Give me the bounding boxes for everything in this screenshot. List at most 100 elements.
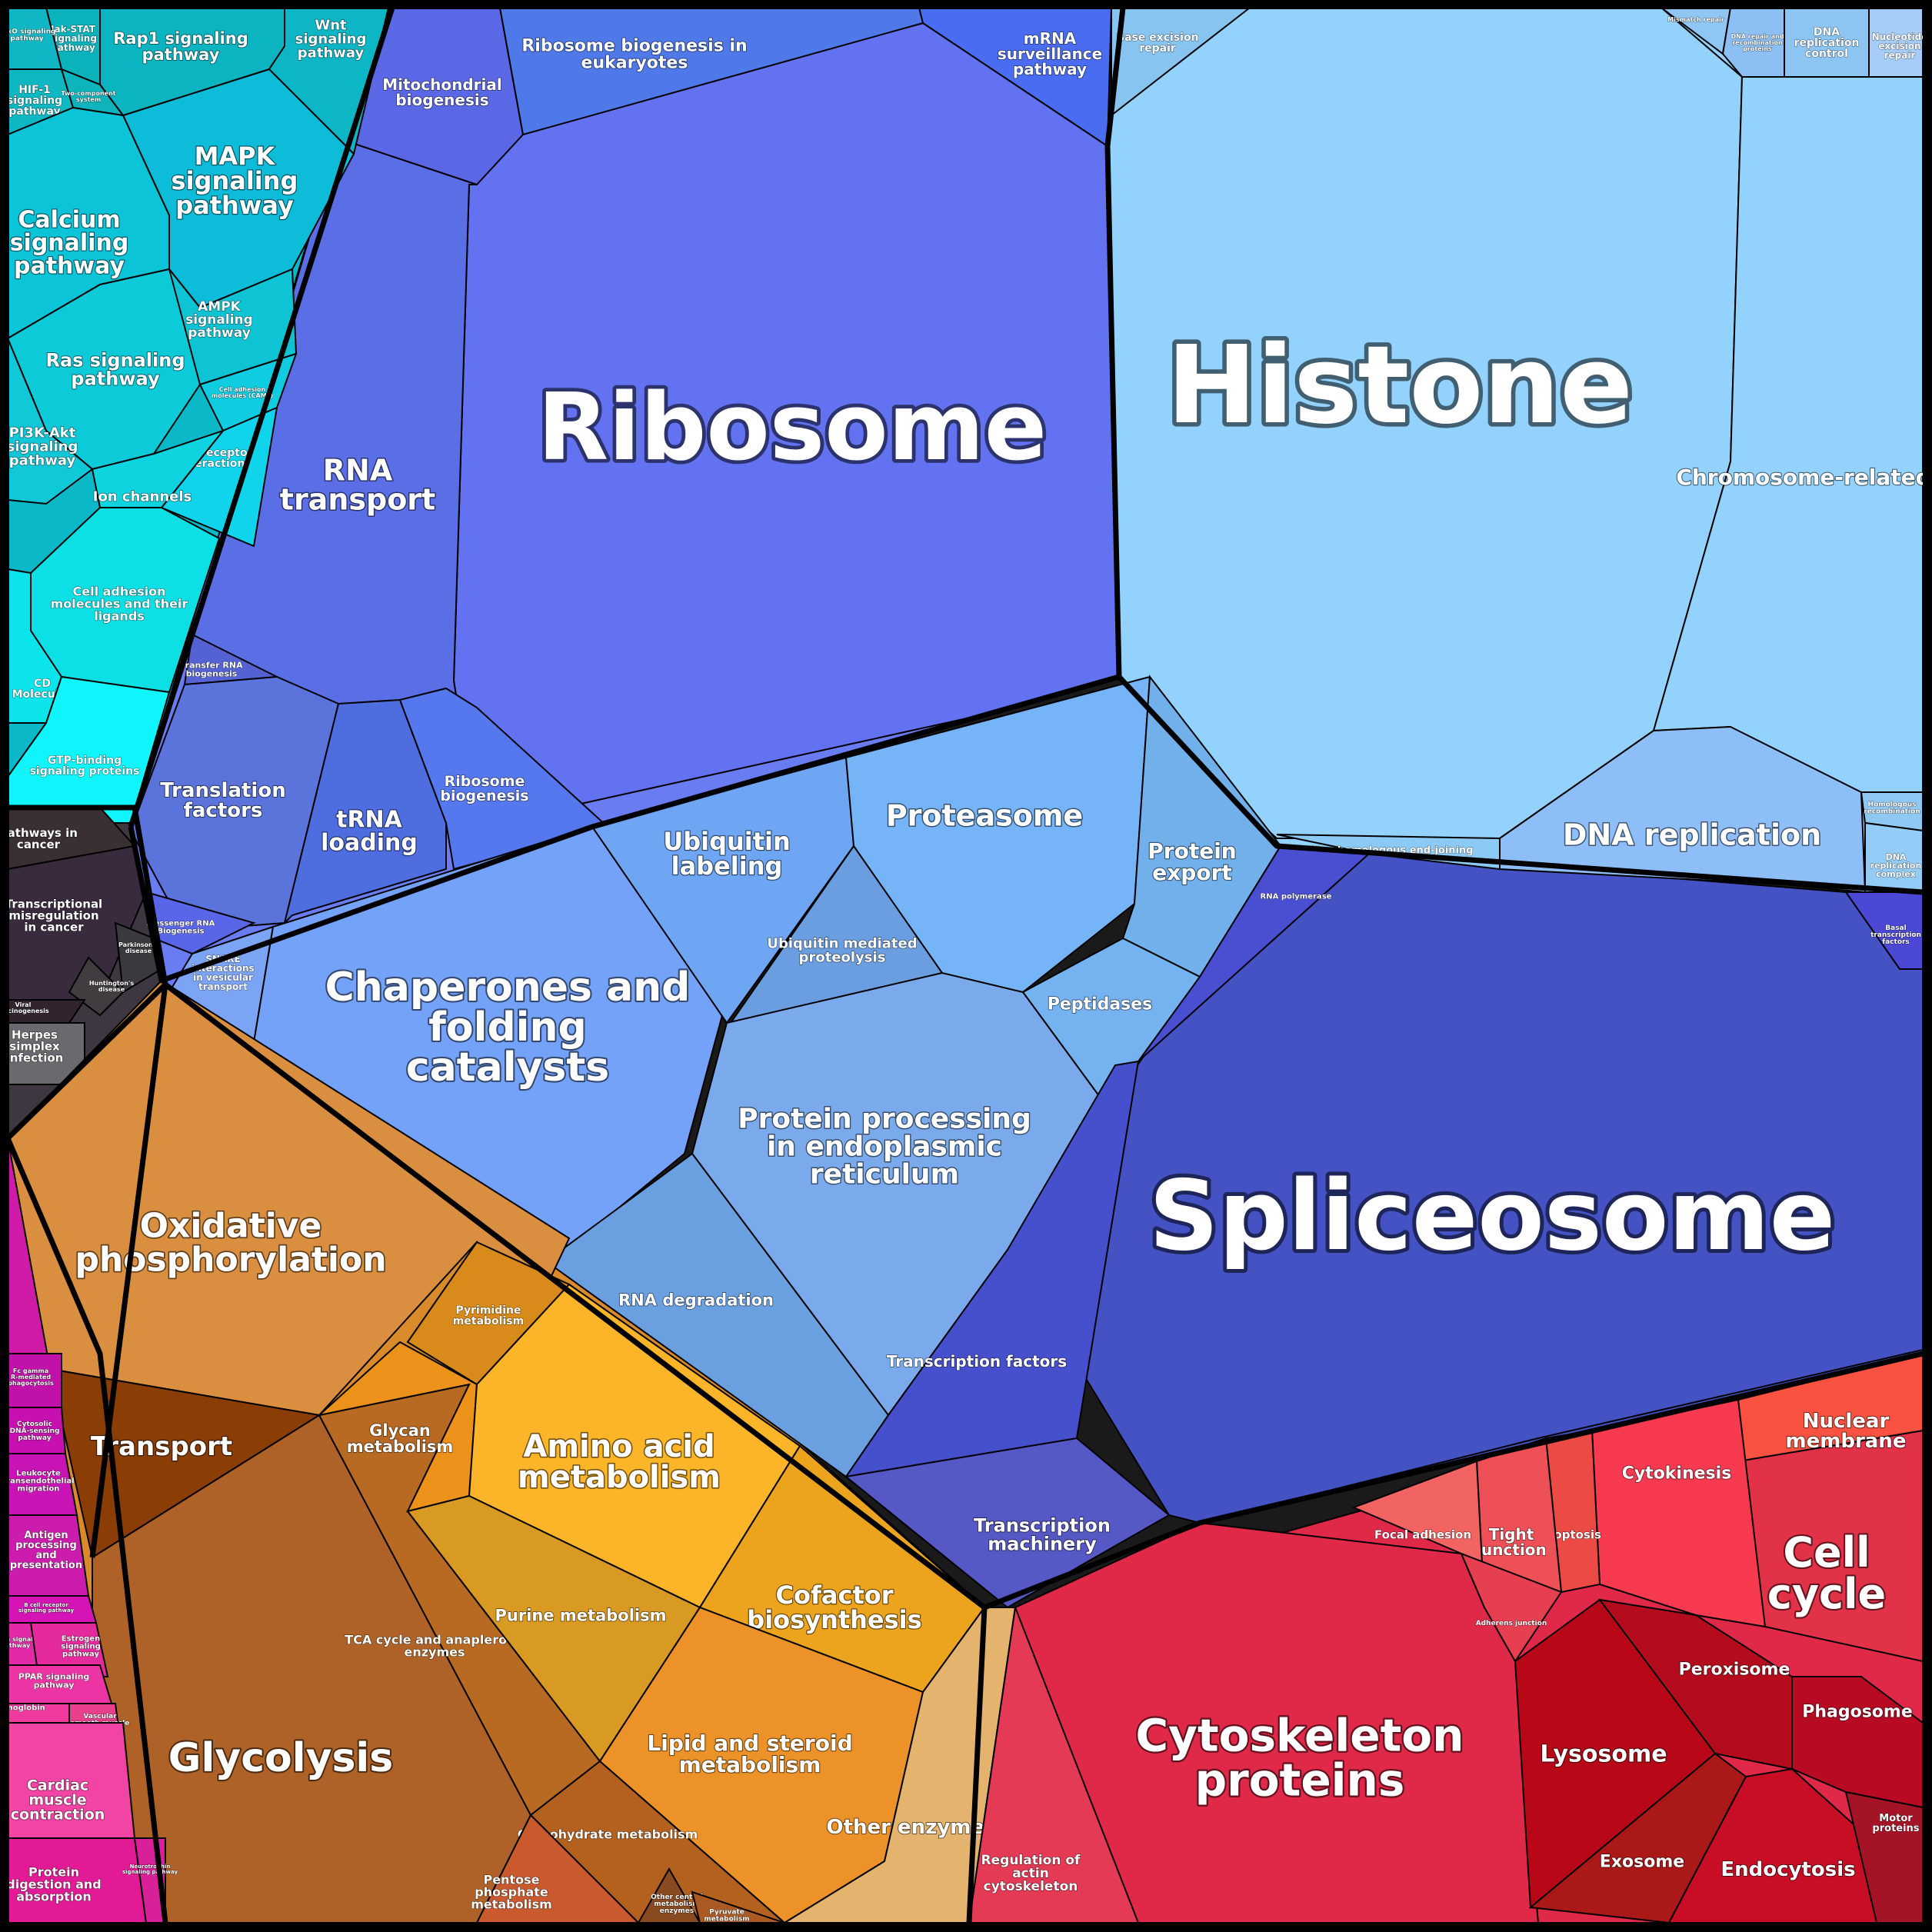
cell-rap1[interactable]: Rap1 signaling pathway [99,7,285,117]
cell-label-gtp-binding: GTP-binding signaling proteins [30,754,140,778]
cell-label-homologous-recombination: Homologous recombination [1864,801,1920,816]
cell-label-adherens-junction: Adherens junction [1476,1620,1547,1627]
cell-rna-degradation[interactable]: RNA degradation [545,1152,890,1478]
cell-pi3k[interactable]: PI3K-Akt signaling pathway [6,338,94,505]
cell-nucleotide-excision[interactable]: Nucleotide excision repair [1868,7,1928,78]
cell-label-ribosome: Ribosome [538,375,1047,481]
cell-ubiquitin-proteolysis[interactable]: Ubiquitin mediated proteolysis [728,844,944,1024]
cell-foxo[interactable]: FoxO signaling pathway [0,7,63,70]
cell-ion-channels[interactable]: Ion channels [91,428,225,508]
cell-parkinsons[interactable]: Parkinson's disease [114,921,163,994]
cell-amino-acid[interactable]: Amino acid metabolism [468,1283,801,1609]
cell-shape-transcription-machinery[interactable] [844,1437,1171,1609]
cell-label-leukocyte-migration: Leukocyte transendothelial migration [2,1470,74,1494]
cell-ampk[interactable]: AMPK signaling pathway [168,268,298,386]
cell-nuclear-membrane[interactable]: Nuclear membrane [1737,1352,1924,1463]
cell-lysosome[interactable]: Lysosome [1514,1598,1717,1910]
cell-dna-replication-complex[interactable]: DNA replication complex [1864,821,1924,893]
cell-phagosome[interactable]: Phagosome [1791,1676,1924,1809]
cell-label-mismatch-repair: Mismatch repair [1667,16,1724,23]
cell-estrogen[interactable]: Estrogen signaling pathway [29,1622,109,1677]
cell-homologous-recombination[interactable]: Homologous recombination [1860,791,1924,832]
cell-label-nuclear-membrane: Nuclear membrane [1786,1410,1907,1453]
cell-b-cell-receptor[interactable]: B cell receptor signaling pathway [7,1595,98,1624]
cell-label-pyrimidine: Pyrimidine metabolism [453,1304,524,1327]
cell-cofactor[interactable]: Cofactor biosynthesis [698,1444,986,1694]
cell-protein-export[interactable]: Protein export [1121,675,1282,978]
cell-label-chromosome-related: Chromosome-related [1676,465,1930,490]
cell-rna-transport[interactable]: RNA transport [191,137,478,828]
cell-other-enzymes[interactable]: Other enzymes [781,1607,1017,1924]
cell-label-ubiquitin-labeling: Ubiquitin labeling [663,827,791,881]
cell-cytosolic-dna[interactable]: Cytosolic DNA-sensing pathway [7,1407,67,1454]
cell-pyruvate[interactable]: Pyruvate metabolism [691,1890,785,1924]
cell-chromosome-related[interactable]: Chromosome-related [1652,76,1932,809]
cell-spliceosome[interactable]: Spliceosome [1006,852,1924,1524]
cell-fc-gamma[interactable]: Fc gamma R-mediated phagocytosis [7,1353,62,1408]
category-border [5,1137,168,1924]
cell-peroxisome[interactable]: Peroxisome [1597,1598,1793,1770]
cell-label-rna-degradation: RNA degradation [618,1291,774,1309]
cell-purine[interactable]: Purine metabolism [406,1494,701,1763]
cell-shape-estrogen[interactable] [29,1622,109,1677]
cell-other-central[interactable]: Other central metabolism enzymes [637,1867,703,1924]
cell-label-cams: Cell adhesion molecules (CAMs) [212,386,273,399]
cell-translation-factors[interactable]: Translation factors [129,675,340,932]
cell-gtp-binding[interactable]: GTP-binding signaling proteins [7,675,171,824]
cell-label-other-enzymes: Other enzymes [827,1816,997,1839]
cell-motor-proteins[interactable]: Motor proteins [1844,1790,1924,1924]
cell-shape-ion-channels[interactable] [91,428,225,508]
cell-label-protein-digestion: Protein digestion and absorption [6,1865,102,1904]
cell-jak-stat[interactable]: Jak-STAT signaling pathway [45,7,101,86]
cell-chaperones[interactable]: Chaperones and folding catalysts [252,825,732,1263]
cell-transcription-machinery[interactable]: Transcription machinery [844,1437,1171,1609]
cell-ppar[interactable]: PPAR signaling pathway [7,1664,113,1704]
cell-ribosome-biogenesis[interactable]: Ribosome biogenesis [398,687,610,871]
cell-label-proteasome: Proteasome [886,798,1083,832]
cell-ras[interactable]: Ras signaling pathway [6,268,201,471]
cell-mapk[interactable]: MAPK signaling pathway [122,68,355,309]
cell-label-mrna-surveillance: mRNA surveillance pathway [998,29,1102,78]
cell-ubiquitin-labeling[interactable]: Ubiquitin labeling [591,756,855,1024]
cell-label-antigen-processing: Antigen processing and presentation [10,1530,82,1571]
cell-label-histone: Histone [1167,323,1633,448]
cell-label-mito-biogenesis: Mitochondrial biogenesis [382,75,502,109]
cell-mrna-surveillance[interactable]: mRNA surveillance pathway [918,7,1113,148]
cell-dna-replication-control[interactable]: DNA replication control [1784,7,1870,78]
cell-dna-replication[interactable]: DNA replication [1499,725,1867,894]
cell-proteasome[interactable]: Proteasome [844,675,1151,994]
cell-label-transcription-machinery: Transcription machinery [974,1514,1111,1554]
cell-cytoskeleton-proteins[interactable]: Cytoskeleton proteins [968,1521,1540,1924]
cell-focal-adhesion[interactable]: Focal adhesion [1351,1460,1485,1608]
category-border [128,7,1126,984]
cell-calcium[interactable]: Calcium signaling pathway [7,106,170,340]
category-border [89,984,168,1558]
cell-transcriptional-misregulation[interactable]: Transcriptional misregulation in cancer [5,844,148,1001]
cell-shape-dna-replication[interactable] [1499,725,1867,894]
cell-histone[interactable]: Histone [1106,7,1744,839]
cell-protein-digestion[interactable]: Protein digestion and absorption [6,1837,148,1924]
cell-glycolysis[interactable]: Glycolysis [92,1414,532,1924]
cell-antigen-processing[interactable]: Antigen processing and presentation [7,1514,90,1597]
cell-mito-biogenesis[interactable]: Mitochondrial biogenesis [337,7,525,186]
cell-transfer-rna-biogenesis[interactable]: Transfer RNA biogenesis [180,633,280,686]
cell-trna-loading[interactable]: tRNA loading [283,698,447,926]
cell-cell-adhesion-ligands[interactable]: Cell adhesion molecules and their ligands [30,507,221,694]
cell-cardiac-muscle[interactable]: Cardiac muscle contraction [7,1722,136,1839]
cell-ribosome-biogenesis-euk[interactable]: Ribosome biogenesis in eukaryotes [498,7,924,136]
cell-hemoglobin[interactable]: Hemoglobin [0,1703,70,1724]
cell-label-dna-replication-control: DNA replication control [1794,26,1860,60]
cell-label-ion-channels: Ion channels [93,488,192,505]
cell-two-component[interactable]: Two-component system [60,68,125,117]
cell-leukocyte-migration[interactable]: Leukocyte transendothelial migration [2,1453,78,1516]
cell-actin-regulation[interactable]: Regulation of actin cytoskeleton [968,1604,1140,1924]
cell-base-excision[interactable]: Base excision repair [1111,7,1252,118]
cell-protein-processing-er[interactable]: Protein processing in endoplasmic reticulu… [691,971,1109,1417]
cell-label-herpes: Herpes simplex infection [6,1028,64,1064]
cell-snare[interactable]: SNARE interactions in vesicular transport [168,925,275,1044]
cell-viral-carcinogenesis[interactable]: Viral carcinogenesis [0,999,86,1024]
cell-label-huntingtons: Huntington's disease [89,980,135,993]
cell-endocytosis[interactable]: Endocytosis [1667,1767,1894,1924]
